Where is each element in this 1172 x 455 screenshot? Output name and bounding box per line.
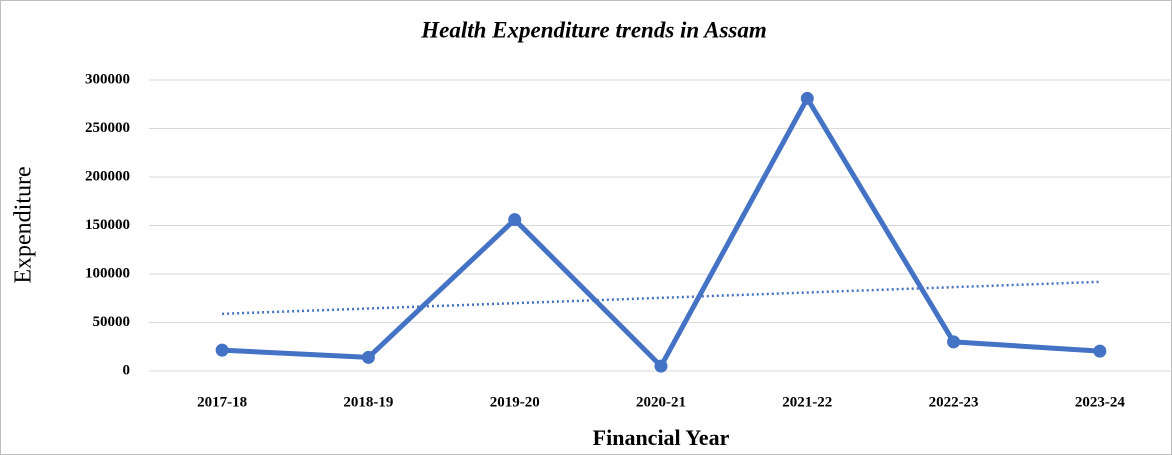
data-point	[508, 213, 522, 227]
x-axis-title: Financial Year	[593, 425, 730, 450]
chart-title: Health Expenditure trends in Assam	[420, 17, 767, 42]
data-point	[947, 335, 961, 349]
y-tick-label: 150000	[85, 217, 130, 233]
data-point	[800, 91, 814, 105]
y-tick-label: 250000	[85, 120, 130, 136]
y-tick-label: 300000	[85, 71, 130, 87]
y-tick-label: 100000	[85, 265, 130, 281]
y-tick-label: 200000	[85, 168, 130, 184]
x-tick-label: 2023-24	[1075, 394, 1125, 410]
y-tick-label: 50000	[93, 314, 131, 330]
data-point	[215, 343, 229, 357]
x-tick-label: 2021-22	[782, 394, 832, 410]
x-tick-label: 2017-18	[197, 394, 247, 410]
y-tick-label: 0	[123, 362, 131, 378]
y-axis-title: Expenditure	[11, 166, 37, 283]
x-tick-label: 2018-19	[343, 394, 393, 410]
x-tick-label: 2019-20	[490, 394, 540, 410]
data-point	[654, 359, 668, 373]
trendline	[222, 280, 1100, 316]
data-point	[361, 350, 375, 364]
x-tick-label: 2020-21	[636, 394, 686, 410]
x-tick-label: 2022-23	[929, 394, 979, 410]
data-point	[1093, 344, 1107, 358]
